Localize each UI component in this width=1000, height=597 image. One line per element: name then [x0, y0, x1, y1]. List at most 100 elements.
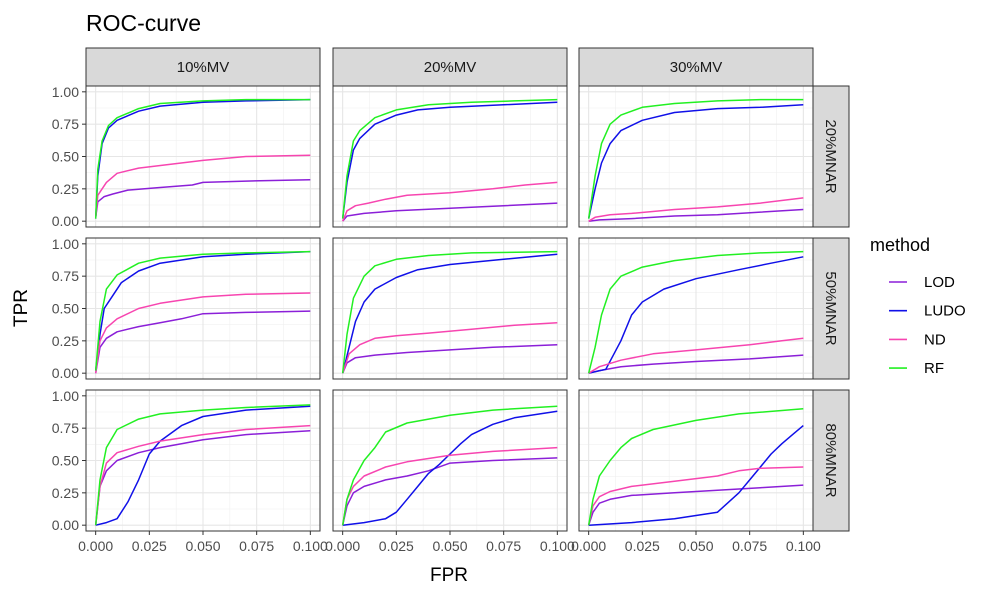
panel-10pctmv-50pctmnar: 0.00 0.25 0.50 0.75 1.00: [52, 236, 321, 381]
y-tick-label: 0.25: [52, 485, 79, 501]
x-axis-title: FPR: [430, 565, 468, 586]
x-tick-label: 0.025: [132, 538, 167, 554]
series-line-nd: [588, 197, 804, 222]
legend-label-rf: RF: [924, 360, 944, 377]
x-tick-label: 0.025: [625, 538, 660, 554]
series-line-rf: [94, 98, 311, 219]
series-line-ludo: [341, 253, 558, 374]
series-line-rf: [341, 98, 558, 219]
strip-col-bg: [578, 47, 814, 87]
x-tick-label: 0.025: [379, 538, 414, 554]
legend-item-ludo: LUDO: [889, 303, 966, 320]
strip-row-bg: [812, 237, 850, 380]
legend-label-nd: ND: [924, 331, 946, 348]
strip-col-label: 30%MV: [670, 59, 723, 76]
x-tick-label: 0.075: [239, 538, 274, 554]
panel-30pctmv-80pctmnar: 0.000 0.025 0.050 0.075 0.100: [571, 389, 821, 554]
series-line-ludo: [587, 104, 804, 219]
series-line-ludo: [341, 101, 558, 219]
y-tick-label: 0.00: [52, 365, 79, 381]
series-line-ludo: [588, 425, 804, 526]
x-tick-label: 0.075: [486, 538, 521, 554]
x-tick-label: 0.100: [540, 538, 575, 554]
strip-col-30pctmv: 30%MV: [578, 47, 814, 87]
strip-col-label: 20%MV: [424, 59, 477, 76]
strip-row-50pctmnar: 50%MNAR: [812, 237, 850, 380]
legend-label-lod: LOD: [924, 274, 955, 291]
strip-col-20pctmv: 20%MV: [332, 47, 568, 87]
y-tick-label: 1.00: [52, 388, 79, 404]
x-tick-label: 0.050: [432, 538, 467, 554]
series-line-lod: [588, 208, 804, 222]
strip-row-label: 80%MNAR: [822, 423, 839, 497]
x-tick-label: 0.075: [732, 538, 767, 554]
series-line-nd: [94, 292, 311, 374]
series-line-nd: [587, 466, 804, 526]
facet-panels: 10%MV 20%MV 30%MV 20%MNAR 50%MNAR 80%MNAR 0.00…: [52, 47, 850, 554]
series-line-rf: [341, 250, 558, 374]
x-tick-label: 0.100: [786, 538, 821, 554]
legend-title: method: [870, 235, 930, 255]
series-line-lod: [94, 310, 311, 374]
series-line-nd: [94, 424, 311, 526]
series-line-rf: [341, 405, 558, 526]
y-tick-label: 1.00: [52, 84, 79, 100]
series-line-rf: [94, 404, 311, 526]
strip-row-20pctmnar: 20%MNAR: [812, 85, 850, 228]
series-line-nd: [341, 321, 558, 374]
series-line-rf: [587, 98, 804, 219]
strip-col-bg: [332, 47, 568, 87]
x-tick-label: 0.000: [325, 538, 360, 554]
series-line-ludo: [94, 250, 311, 371]
y-tick-label: 0.75: [52, 268, 79, 284]
legend-item-rf: RF: [889, 360, 944, 377]
series-line-lod: [587, 484, 804, 526]
strip-col-10pctmv: 10%MV: [85, 47, 321, 87]
series-line-nd: [342, 181, 558, 222]
series-line-lod: [342, 202, 558, 222]
legend-item-lod: LOD: [889, 274, 955, 291]
series-line-nd: [94, 154, 311, 218]
panel-30pctmv-50pctmnar: [578, 237, 814, 380]
y-tick-label: 0.50: [52, 149, 79, 165]
series-line-rf: [587, 250, 804, 374]
panel-10pctmv-20pctmnar: 0.00 0.25 0.50 0.75 1.00: [52, 84, 321, 229]
y-tick-label: 1.00: [52, 236, 79, 252]
y-tick-label: 0.75: [52, 420, 79, 436]
legend-item-nd: ND: [889, 331, 946, 348]
series-line-nd: [588, 337, 804, 374]
panel-30pctmv-20pctmnar: [578, 85, 814, 228]
chart-title: ROC-curve: [86, 10, 201, 36]
panel-20pctmv-80pctmnar: 0.000 0.025 0.050 0.075 0.100: [325, 389, 575, 554]
x-tick-label: 0.100: [293, 538, 328, 554]
legend: method LOD LUDO ND RF: [870, 235, 966, 377]
panel-border: [332, 237, 568, 380]
strip-row-bg: [812, 85, 850, 228]
legend-label-ludo: LUDO: [924, 303, 966, 320]
panel-20pctmv-20pctmnar: [332, 85, 568, 228]
strip-row-80pctmnar: 80%MNAR: [812, 389, 850, 532]
series-line-ludo: [95, 405, 311, 526]
series-line-lod: [341, 457, 558, 526]
x-tick-label: 0.000: [571, 538, 606, 554]
y-tick-label: 0.50: [52, 301, 79, 317]
panel-10pctmv-80pctmnar: 0.00 0.25 0.50 0.75 1.00 0.000 0.025 0.050 0.075…: [52, 388, 328, 554]
x-tick-label: 0.000: [78, 538, 113, 554]
y-tick-label: 0.50: [52, 453, 79, 469]
y-tick-label: 0.00: [52, 517, 79, 533]
strip-col-label: 10%MV: [177, 59, 230, 76]
x-tick-label: 0.050: [185, 538, 220, 554]
series-line-rf: [94, 250, 311, 371]
panel-border: [332, 85, 568, 228]
panel-20pctmv-50pctmnar: [332, 237, 568, 380]
series-line-lod: [94, 429, 311, 526]
series-line-ludo: [342, 410, 558, 526]
strip-col-bg: [85, 47, 321, 87]
series-line-rf: [587, 408, 804, 526]
series-line-ludo: [588, 256, 804, 374]
y-tick-label: 0.25: [52, 333, 79, 349]
y-tick-label: 0.25: [52, 181, 79, 197]
panel-border: [578, 237, 814, 380]
series-line-lod: [94, 179, 311, 218]
